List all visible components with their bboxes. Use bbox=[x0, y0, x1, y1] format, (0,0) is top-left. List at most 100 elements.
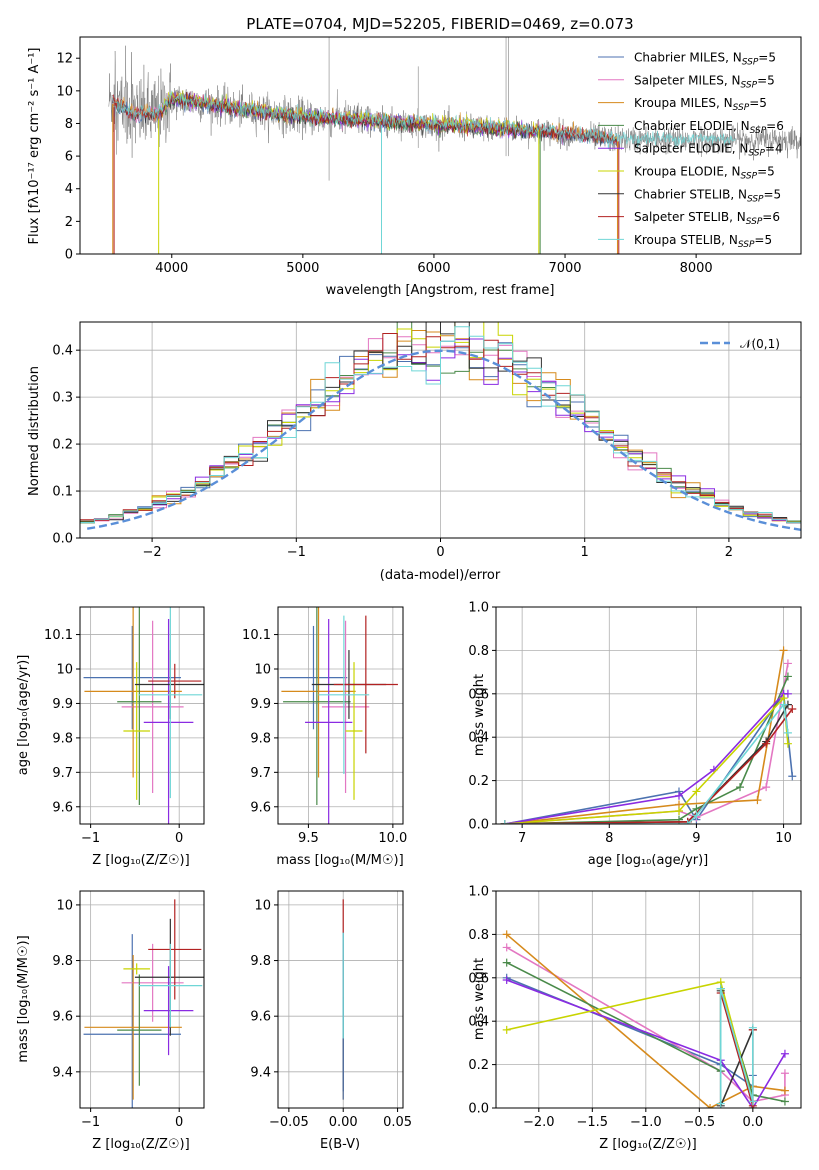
mwage-axes-series-5 bbox=[504, 696, 789, 824]
mwage-ylabel: mass weight bbox=[472, 674, 487, 756]
mwage-axes-xtick-label: 8 bbox=[605, 831, 613, 846]
mwage-axes-frame bbox=[495, 606, 802, 825]
mwage-axes-ytick-label: 0.2 bbox=[468, 774, 489, 789]
agemass-axes-ytick-label: 10 bbox=[254, 663, 271, 678]
mwz-axes-xtick-label: −0.5 bbox=[684, 1115, 716, 1130]
legend-label-value: =5 bbox=[758, 51, 776, 65]
legend-label-8: Kroupa STELIB, NSSP=5 bbox=[634, 233, 772, 250]
mwz-axes: −2.0 −1.5 −1.0 −0.5 0.0 0.0 0.2 0.4 0.6 0.8 1.0 bbox=[468, 885, 802, 1130]
hist-axes-ytick-label: 0.4 bbox=[52, 344, 73, 359]
massebv-axes-frame-group: −0.05 0.00 0.05 9.4 9.6 9.8 10 bbox=[250, 890, 412, 1130]
legend-label-main: Kroupa STELIB, N bbox=[634, 233, 738, 247]
spectrum-xlabel: wavelength [Angstrom, rest frame] bbox=[326, 283, 555, 298]
agemass-axes-ytick-label: 9.6 bbox=[250, 800, 271, 815]
massz-axes-xtick-label: −1 bbox=[81, 1115, 100, 1130]
agemass-axes: 9.5 10.0 9.6 9.7 9.8 9.9 10 10.1 bbox=[242, 606, 407, 846]
mwz-axes-ytick-label: 0.8 bbox=[468, 928, 489, 943]
massebv-axes-xtick-label: 0.05 bbox=[383, 1115, 412, 1130]
mwz-axes-series-8 bbox=[719, 988, 754, 1104]
agez-axes-frame bbox=[79, 606, 205, 825]
hist-axes-ytick-label: 0.0 bbox=[52, 532, 73, 547]
legend-label-2: Kroupa MILES, NSSP=5 bbox=[634, 96, 767, 113]
mwz-axes-marker-4 bbox=[502, 975, 511, 984]
agez-axes-frame-group: −1 0 9.6 9.7 9.8 9.9 10 10.1 bbox=[44, 606, 205, 846]
mwage-axes-marker-1 bbox=[783, 659, 792, 668]
agez-axes-ytick-label: 9.8 bbox=[52, 731, 73, 746]
legend-label-main: Salpeter ELODIE, N bbox=[634, 142, 748, 156]
hist-axes-xtick-label: 2 bbox=[725, 545, 733, 560]
mwage-axes-marker-0 bbox=[788, 772, 797, 781]
mwage-axes-data bbox=[500, 646, 797, 824]
mwz-axes-marker-2 bbox=[706, 1104, 715, 1108]
mwz-axes-frame-group: −2.0 −1.5 −1.0 −0.5 0.0 0.0 0.2 0.4 0.6 0.8 1.0 bbox=[468, 885, 802, 1130]
mwage-axes-marker-5 bbox=[675, 806, 683, 815]
agemass-axes-data bbox=[279, 607, 398, 824]
legend-label-4: Salpeter ELODIE, NSSP=4 bbox=[634, 142, 783, 159]
legend-label-sub: SSP bbox=[750, 126, 767, 136]
spectrum-axes: 4000 5000 6000 7000 8000 0 2 4 6 8 10 12 Flux [fλ10⁻… bbox=[27, 36, 802, 276]
legend-label-main: Chabrier MILES, N bbox=[634, 51, 742, 65]
agemass-axes-frame-group: 9.5 10.0 9.6 9.7 9.8 9.9 10 10.1 bbox=[242, 606, 407, 846]
hist-ylabel: Normed distribution bbox=[27, 366, 42, 496]
mwz-axes-marker-8 bbox=[716, 1099, 725, 1108]
massebv-axes-xtick-label: −0.05 bbox=[269, 1115, 309, 1130]
mwz-axes-ytick-label: 0.6 bbox=[468, 971, 489, 986]
mwage-axes-marker-4 bbox=[783, 689, 792, 698]
agemass-xlabel: mass [log₁₀(M/M☉)] bbox=[276, 853, 403, 868]
mwz-axes-ytick-label: 0.4 bbox=[468, 1015, 489, 1030]
legend-normal-label: 𝒩(0,1) bbox=[740, 337, 780, 351]
agemass-axes-ytick-label: 10.1 bbox=[242, 628, 271, 643]
mwz-axes-xtick-label: −1.5 bbox=[577, 1115, 609, 1130]
mwage-axes-marker-5 bbox=[783, 739, 792, 748]
spectrum-axes-ytick-label: 4 bbox=[65, 182, 73, 197]
mwage-axes-series-1 bbox=[504, 663, 789, 824]
hist-axes-ytick-label: 0.2 bbox=[52, 438, 73, 453]
massebv-axes-xtick-label: 0.00 bbox=[329, 1115, 358, 1130]
mwage-axes-marker-2 bbox=[779, 646, 788, 655]
hist-axes-ytick-label: 0.1 bbox=[52, 485, 73, 500]
mwz-axes-series-2 bbox=[506, 933, 786, 1108]
agez-axes-data bbox=[83, 607, 204, 824]
mwage-axes-ytick-label: 0.4 bbox=[468, 731, 489, 746]
agez-ylabel: age [log₁₀(age/yr)] bbox=[16, 655, 31, 776]
massz-axes-data bbox=[83, 899, 204, 1108]
spectrum-axes-xtick-label: 5000 bbox=[286, 261, 319, 276]
massz-axes: −1 0 9.4 9.6 9.8 10 bbox=[52, 890, 205, 1130]
legend-label-value: =5 bbox=[749, 96, 767, 110]
mwage-axes-series-4 bbox=[504, 692, 788, 824]
mwz-axes-data bbox=[502, 930, 789, 1108]
agemass-axes-ytick-label: 9.7 bbox=[250, 766, 271, 781]
mwage-axes-marker-2 bbox=[753, 796, 762, 805]
massz-xlabel: Z [log₁₀(Z/Z☉)] bbox=[92, 1137, 189, 1152]
mwage-axes-marker-8 bbox=[783, 728, 792, 737]
mwage-axes-ytick-label: 0.8 bbox=[468, 644, 489, 659]
hist-series-6 bbox=[80, 322, 801, 524]
hist-series-8 bbox=[80, 326, 801, 523]
hist-xlabel: (data-model)/error bbox=[380, 568, 501, 583]
hist-axes-xtick-label: 1 bbox=[581, 545, 589, 560]
legend-label-sub: SSP bbox=[748, 149, 765, 159]
massebv-axes-ytick-label: 9.6 bbox=[250, 1010, 271, 1025]
mwage-axes-marker-7 bbox=[762, 739, 771, 748]
mwz-axes-series-7 bbox=[719, 992, 754, 1107]
agez-axes-ytick-label: 10.1 bbox=[44, 628, 73, 643]
hist-axes-xtick-label: −1 bbox=[287, 545, 306, 560]
massebv-axes-frame bbox=[277, 890, 404, 1109]
hist-axes-frame-group: −2 −1 0 1 2 0.0 0.1 0.2 0.3 0.4 𝒩(0,1) bbox=[52, 321, 802, 560]
legend-label-main: Salpeter STELIB, N bbox=[634, 210, 746, 224]
mwage-xlabel: age [log₁₀(age/yr)] bbox=[588, 853, 709, 868]
spectrum-axes-xtick-label: 7000 bbox=[548, 261, 581, 276]
mwage-axes-xtick-label: 9 bbox=[692, 831, 700, 846]
mwz-axes-marker-1 bbox=[502, 943, 511, 952]
massz-ylabel: mass [log₁₀(M/M☉)] bbox=[16, 935, 31, 1062]
model-spectrum-8 bbox=[112, 90, 736, 150]
mwz-axes-marker-3 bbox=[502, 958, 511, 967]
hist-axes-xtick-label: −2 bbox=[143, 545, 162, 560]
agez-axes-ytick-label: 10 bbox=[56, 663, 73, 678]
spectrum-axes-frame bbox=[79, 36, 802, 255]
legend-label-sub: SSP bbox=[741, 172, 758, 182]
spectrum-axes-ytick-label: 2 bbox=[65, 215, 73, 230]
massz-axes-frame-group: −1 0 9.4 9.6 9.8 10 bbox=[52, 890, 205, 1130]
mwz-axes-marker-8 bbox=[716, 984, 725, 993]
